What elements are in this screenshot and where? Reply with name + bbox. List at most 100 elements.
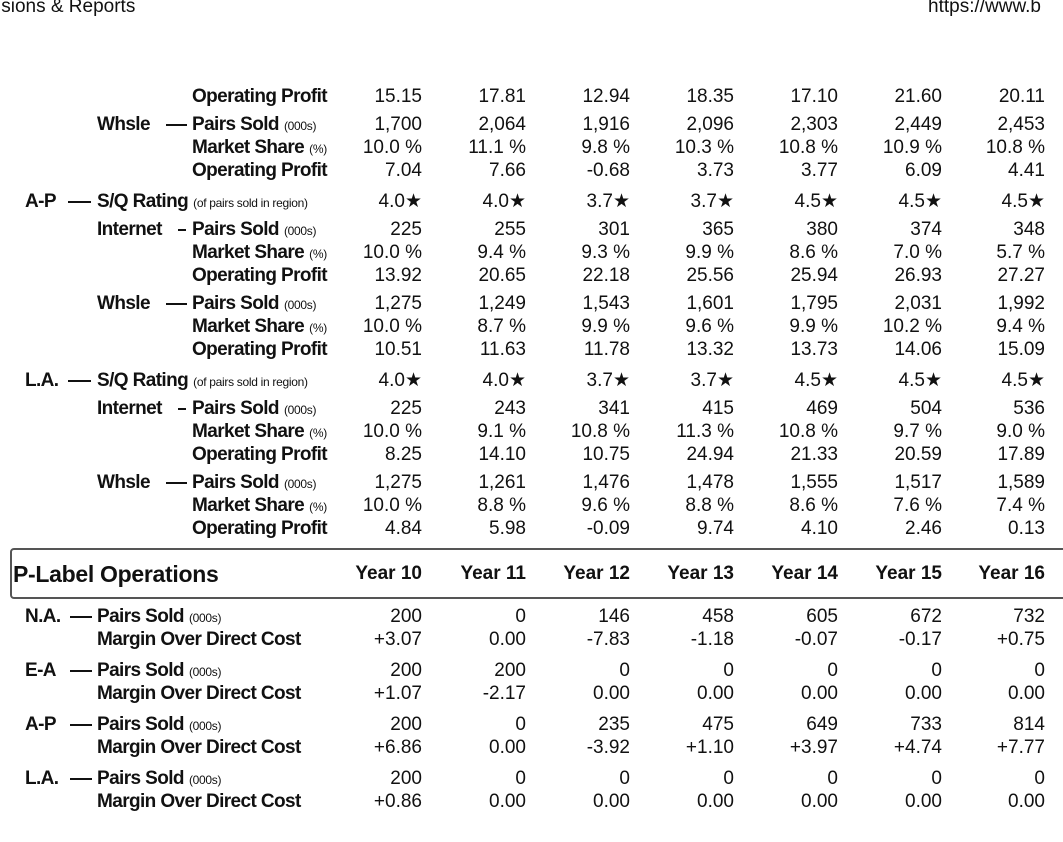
cell-value: 9.6 % [581, 495, 630, 516]
cell-value: 14.10 [478, 444, 526, 465]
metric-name: Pairs Sold [97, 714, 185, 735]
cell-value: 2,096 [686, 114, 734, 135]
connector [166, 303, 187, 305]
cell-value: 20.65 [478, 265, 526, 286]
cell-value: 2,303 [790, 114, 838, 135]
metric-unit: (000s) [188, 611, 222, 625]
cell-value: 11.1 % [468, 137, 526, 158]
metric-label: Operating Profit [192, 160, 328, 182]
cell-value: 255 [494, 219, 526, 240]
cell-value: 0 [723, 660, 734, 681]
cell-value: 4.5★ [1001, 370, 1045, 391]
cell-value: 0 [1034, 768, 1045, 789]
cell-value: -0.09 [586, 518, 630, 539]
cell-value: 235 [598, 714, 630, 735]
cell-value: 9.9 % [685, 242, 734, 263]
cell-value: 10.8 % [778, 421, 838, 442]
cell-value: 11.78 [583, 339, 630, 360]
cell-value: 1,589 [997, 472, 1045, 493]
cell-value: 1,275 [374, 472, 422, 493]
metric-unit: (%) [309, 142, 327, 156]
metric-unit: (000s) [283, 403, 317, 417]
channel-label: Whsle [97, 293, 151, 314]
cell-value: 15.15 [374, 86, 422, 107]
metric-unit: (%) [309, 426, 327, 440]
cell-value: 10.0 % [362, 242, 422, 263]
cell-value: 9.9 % [581, 316, 630, 337]
cell-value: 9.0 % [996, 421, 1045, 442]
cell-value: 2,453 [997, 114, 1045, 135]
metric-name: Pairs Sold [97, 660, 185, 681]
cell-value: 341 [598, 398, 630, 419]
cell-value: 0.00 [697, 683, 734, 704]
metric-label: Operating Profit [192, 444, 328, 466]
cell-value: 15.09 [997, 339, 1045, 360]
cell-value: +7.77 [996, 737, 1045, 758]
cell-value: 4.84 [385, 518, 422, 539]
cell-value: 9.4 % [477, 242, 526, 263]
cell-value: 649 [806, 714, 838, 735]
cell-value: 9.4 % [996, 316, 1045, 337]
cell-value: 200 [494, 660, 526, 681]
cell-value: 8.8 % [685, 495, 734, 516]
cell-value: 0 [931, 768, 942, 789]
metric-unit: (000s) [188, 773, 222, 787]
cell-value: 0 [827, 768, 838, 789]
metric-name: Operating Profit [192, 518, 328, 539]
cell-value: 200 [390, 714, 422, 735]
cell-value: 1,601 [686, 293, 734, 314]
metric-name: Pairs Sold [192, 219, 280, 240]
cell-value: 0.00 [905, 791, 942, 812]
metric-unit: (000s) [283, 119, 317, 133]
metric-label: Margin Over Direct Cost [97, 791, 301, 813]
region-label: E-A [25, 660, 57, 681]
cell-value: 9.7 % [893, 421, 942, 442]
cell-value: 13.73 [790, 339, 838, 360]
metric-unit: (of pairs sold in region) [193, 196, 308, 210]
cell-value: 1,249 [478, 293, 526, 314]
metric-name: Pairs Sold [192, 398, 280, 419]
connector [178, 408, 186, 410]
channel-label: Whsle [97, 114, 151, 135]
cell-value: +3.07 [373, 629, 422, 650]
metric-label: Pairs Sold (000s) [192, 293, 316, 315]
cell-value: 13.92 [374, 265, 422, 286]
cell-value: 0.00 [1008, 791, 1045, 812]
cell-value: 26.93 [894, 265, 942, 286]
cell-value: +6.86 [373, 737, 422, 758]
cell-value: 10.2 % [882, 316, 942, 337]
cell-value: 200 [390, 768, 422, 789]
cell-value: 0 [931, 660, 942, 681]
cell-value: 348 [1013, 219, 1045, 240]
metric-name: Margin Over Direct Cost [97, 737, 301, 758]
cell-value: 733 [910, 714, 942, 735]
column-header: Year 16 [978, 563, 1045, 584]
connector [70, 670, 92, 672]
cell-value: 9.3 % [581, 242, 630, 263]
connector [178, 229, 186, 231]
cell-value: 10.75 [582, 444, 630, 465]
cell-value: 200 [390, 606, 422, 627]
cell-value: 10.0 % [362, 495, 422, 516]
cell-value: +3.97 [789, 737, 838, 758]
cell-value: 0.00 [489, 629, 526, 650]
cell-value: 6.09 [905, 160, 942, 181]
cell-value: 475 [702, 714, 734, 735]
cell-value: 3.7★ [586, 370, 630, 391]
metric-name: Market Share [192, 137, 305, 158]
cell-value: 2.46 [905, 518, 942, 539]
cell-value: 7.4 % [996, 495, 1045, 516]
cell-value: 243 [494, 398, 526, 419]
cell-value: 4.5★ [794, 370, 838, 391]
cell-value: 21.33 [790, 444, 838, 465]
cell-value: 0.00 [1008, 683, 1045, 704]
cell-value: 18.35 [686, 86, 734, 107]
metric-name: Margin Over Direct Cost [97, 683, 301, 704]
cell-value: 25.94 [790, 265, 838, 286]
cell-value: 17.81 [478, 86, 526, 107]
cell-value: 0 [515, 606, 526, 627]
cell-value: 4.5★ [898, 191, 942, 212]
cell-value: +0.75 [996, 629, 1045, 650]
cell-value: 3.73 [697, 160, 734, 181]
cell-value: 3.77 [801, 160, 838, 181]
